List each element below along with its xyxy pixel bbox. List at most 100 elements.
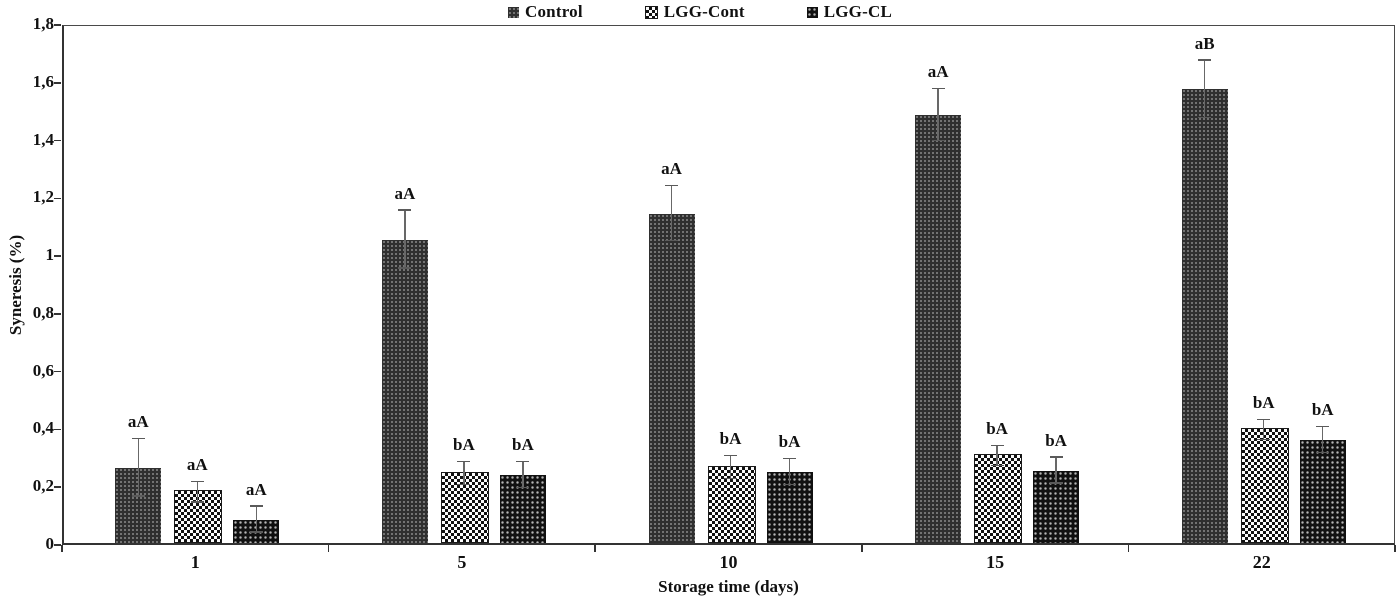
chart-legend: Control LGG-Cont LGG-CL bbox=[0, 0, 1400, 24]
significance-label: aB bbox=[1194, 33, 1215, 53]
error-bar-top-cap bbox=[1198, 59, 1212, 61]
error-bar bbox=[404, 210, 406, 269]
significance-label: aA bbox=[661, 159, 682, 179]
error-bar-bottom-cap bbox=[457, 483, 471, 486]
y-axis-tick-label: 0,2 bbox=[32, 476, 54, 496]
significance-label: aA bbox=[186, 455, 208, 475]
error-bar bbox=[1055, 457, 1057, 484]
error-bar-top-cap bbox=[990, 444, 1004, 447]
bar-control-day5 bbox=[381, 239, 428, 543]
error-bar-bottom-cap bbox=[1316, 451, 1330, 454]
error-bar-top-cap bbox=[1049, 456, 1063, 458]
error-bar bbox=[670, 186, 673, 242]
y-axis-tick-label: 1,2 bbox=[32, 187, 54, 207]
significance-label: bA bbox=[986, 419, 1008, 439]
error-bar-bottom-cap bbox=[1257, 438, 1271, 441]
error-bar bbox=[522, 462, 524, 489]
error-bar bbox=[1321, 427, 1324, 454]
error-bar-top-cap bbox=[398, 209, 412, 211]
error-bar-top-cap bbox=[249, 505, 263, 507]
y-axis-tick-label: 1,4 bbox=[32, 129, 54, 149]
error-bar bbox=[1262, 420, 1265, 441]
legend-marker-control-icon bbox=[508, 6, 519, 18]
legend-item-lgg-cl: LGG-CL bbox=[806, 2, 892, 22]
significance-label: bA bbox=[1045, 430, 1067, 450]
x-axis-tick bbox=[1127, 545, 1130, 552]
error-bar-bottom-cap bbox=[931, 139, 945, 142]
bar-lgg-cont-day22 bbox=[1240, 428, 1289, 543]
error-bar-top-cap bbox=[931, 87, 945, 90]
x-category-label: 5 bbox=[457, 552, 467, 572]
significance-label: aA bbox=[127, 412, 149, 431]
bar-lgg-cont-day15 bbox=[974, 454, 1023, 543]
y-axis-tick bbox=[54, 197, 61, 200]
error-bar-top-cap bbox=[1257, 418, 1271, 421]
error-bar-top-cap bbox=[516, 460, 530, 463]
error-bar bbox=[788, 459, 791, 486]
y-axis-tick bbox=[54, 255, 61, 257]
error-bar bbox=[196, 482, 199, 503]
error-bar-bottom-cap bbox=[783, 483, 796, 486]
significance-label: bA bbox=[453, 435, 475, 455]
y-axis-tick bbox=[54, 24, 61, 26]
x-axis-tick bbox=[61, 545, 63, 552]
bar-control-day22 bbox=[1181, 89, 1228, 543]
significance-label: bA bbox=[1311, 400, 1334, 420]
error-bar-top-cap bbox=[457, 460, 471, 463]
x-category-label: 10 bbox=[719, 552, 738, 572]
error-bar-bottom-cap bbox=[724, 477, 737, 480]
error-bar bbox=[996, 446, 998, 467]
legend-label-lgg-cont: LGG-Cont bbox=[663, 2, 745, 21]
significance-label: bA bbox=[512, 435, 534, 455]
error-bar-top-cap bbox=[783, 457, 796, 460]
y-axis-tick-label: 1 bbox=[45, 245, 55, 265]
y-axis-tick bbox=[54, 370, 61, 373]
y-axis-tick-label: 1,8 bbox=[32, 14, 54, 33]
significance-label: bA bbox=[719, 429, 742, 449]
x-axis-tick bbox=[594, 545, 596, 552]
error-bar-top-cap bbox=[190, 480, 204, 483]
error-bar bbox=[463, 462, 465, 486]
legend-item-control: Control bbox=[508, 2, 583, 22]
y-axis-tick bbox=[54, 544, 61, 546]
error-bar bbox=[255, 506, 258, 533]
error-bar-bottom-cap bbox=[665, 239, 678, 242]
x-axis-tick bbox=[1394, 545, 1396, 552]
error-bar-bottom-cap bbox=[1049, 482, 1063, 484]
y-axis-tick-label: 0,8 bbox=[32, 302, 54, 322]
error-bar-bottom-cap bbox=[398, 267, 412, 269]
y-axis-tick bbox=[54, 486, 61, 488]
legend-marker-lgg-cl-icon bbox=[806, 6, 818, 18]
x-category-label: 22 bbox=[1252, 552, 1271, 572]
error-bar bbox=[937, 89, 939, 142]
y-axis-tick bbox=[54, 139, 61, 142]
error-bar-bottom-cap bbox=[131, 495, 145, 497]
error-bar-top-cap bbox=[665, 184, 678, 187]
error-bar-bottom-cap bbox=[516, 486, 530, 489]
y-axis-tick-label: 0,4 bbox=[32, 418, 54, 438]
error-bar-bottom-cap bbox=[990, 464, 1004, 467]
bar-lgg-cont-day1 bbox=[174, 490, 223, 543]
error-bar bbox=[1203, 60, 1206, 119]
x-category-label: 15 bbox=[986, 552, 1005, 572]
bar-control-day15 bbox=[915, 115, 962, 543]
legend-label-lgg-cl: LGG-CL bbox=[823, 2, 892, 21]
x-axis-title: Storage time (days) bbox=[658, 577, 799, 596]
significance-label: bA bbox=[778, 432, 801, 452]
x-category-label: 1 bbox=[190, 552, 200, 572]
bar-lgg-cont-day5 bbox=[440, 471, 489, 543]
bar-control-day10 bbox=[648, 213, 695, 543]
error-bar-bottom-cap bbox=[1198, 116, 1212, 119]
error-bar-top-cap bbox=[1316, 425, 1330, 428]
significance-label: aA bbox=[927, 62, 949, 82]
significance-label: aA bbox=[394, 183, 416, 203]
y-axis-tick bbox=[54, 82, 61, 84]
y-axis-tick bbox=[54, 313, 61, 315]
significance-label: aA bbox=[245, 479, 267, 499]
error-bar bbox=[137, 439, 140, 497]
y-axis-tick-label: 0 bbox=[45, 534, 55, 553]
error-bar-bottom-cap bbox=[190, 501, 204, 503]
error-bar-top-cap bbox=[724, 454, 737, 457]
bar-lgg-cl-day5 bbox=[499, 475, 546, 543]
